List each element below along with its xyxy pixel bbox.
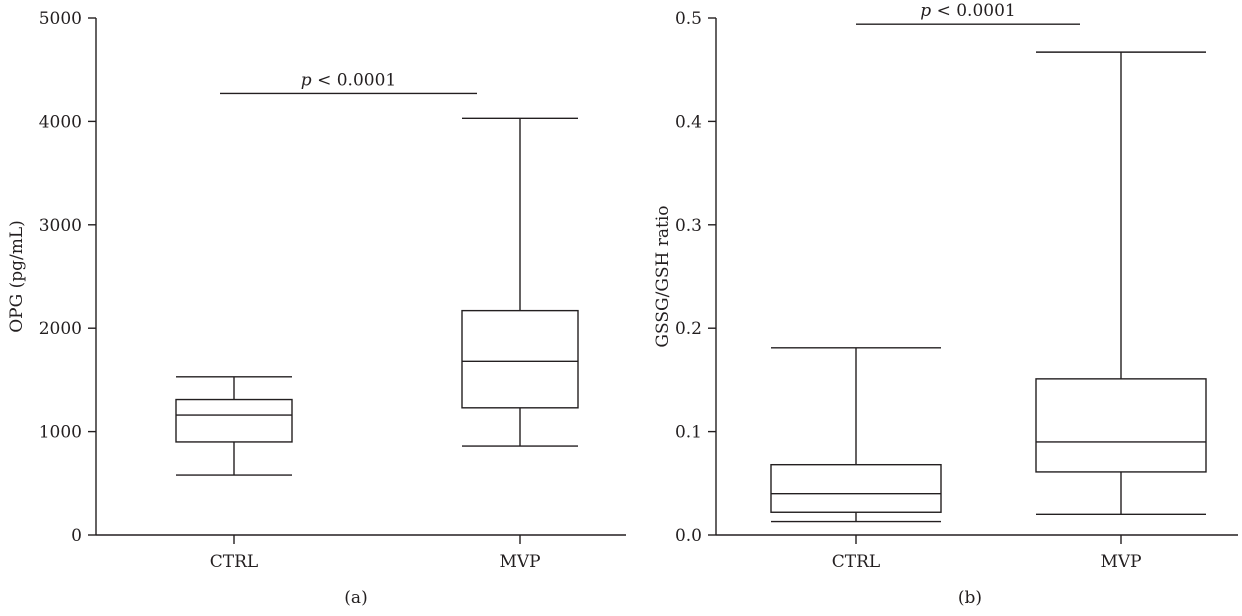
y-tick-label: 2000 [39, 319, 82, 339]
x-tick-label-mvp: MVP [499, 552, 540, 572]
y-tick-label: 0.1 [675, 423, 702, 443]
y-tick-label: 3000 [39, 216, 82, 236]
y-tick-label: 0 [71, 526, 82, 546]
x-tick-label-ctrl: CTRL [210, 552, 258, 572]
p-value-text: < 0.0001 [931, 1, 1016, 21]
p-value-annotation: p < 0.0001 [920, 1, 1015, 21]
x-tick-label-ctrl: CTRL [832, 552, 880, 572]
panel-b: 0.0 0.1 0.2 0.3 0.4 0.5 GSSG/GSH ratio CTRL MVP p… [653, 1, 1238, 608]
y-axis-title: OPG (pg/mL) [7, 220, 27, 333]
y-tick-label: 0.2 [675, 319, 702, 339]
panel-label: (b) [958, 588, 982, 608]
panel-a: 0 1000 2000 3000 4000 5000 OPG (pg/mL) CTRL MVP p… [7, 9, 626, 608]
y-tick-label: 5000 [39, 9, 82, 29]
iqr-box-ctrl [770, 463, 942, 513]
y-tick-label: 0.5 [675, 9, 702, 29]
y-tick-label: 0.4 [675, 112, 702, 132]
y-tick-label: 0.0 [675, 526, 702, 546]
iqr-box-mvp [461, 309, 579, 409]
y-axis-title: GSSG/GSH ratio [653, 205, 673, 347]
y-tick-label: 0.3 [675, 216, 702, 236]
p-symbol: p [920, 1, 931, 21]
iqr-box-mvp [1035, 378, 1207, 473]
y-tick-label: 4000 [39, 112, 82, 132]
panel-label: (a) [344, 588, 367, 608]
x-tick-label-mvp: MVP [1100, 552, 1141, 572]
p-value-text: < 0.0001 [312, 70, 397, 90]
p-value-annotation: p < 0.0001 [301, 70, 396, 90]
p-symbol: p [301, 70, 312, 90]
iqr-box-ctrl [175, 398, 293, 443]
y-tick-label: 1000 [39, 423, 82, 443]
